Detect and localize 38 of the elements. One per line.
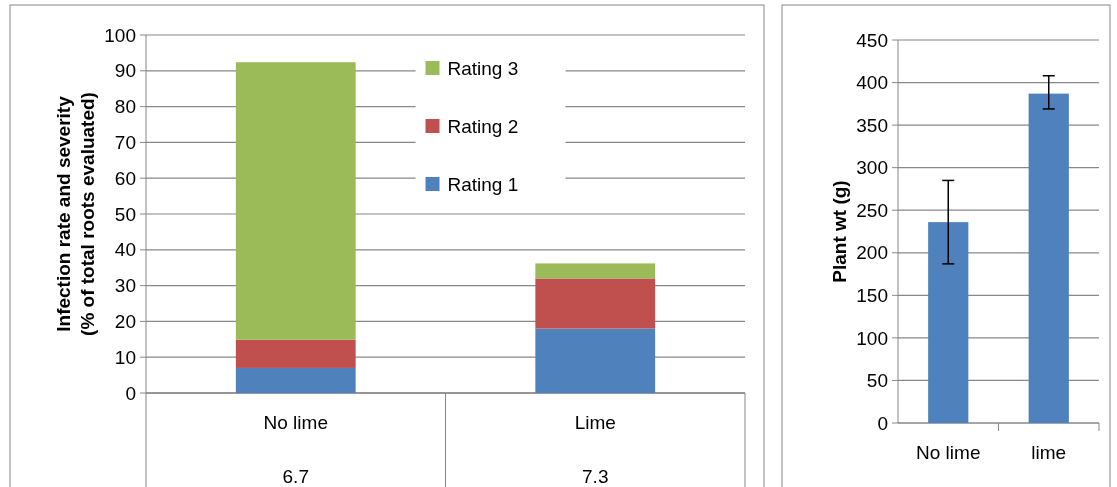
x-tick-label: lime: [1031, 442, 1067, 463]
y-tick-label: 0: [125, 382, 136, 404]
y-tick-label: 400: [856, 72, 888, 94]
legend-label: Rating 2: [447, 115, 519, 137]
x-tick-label: Lime: [574, 412, 616, 433]
bar: [235, 339, 356, 368]
y-tick-label: 300: [856, 157, 888, 179]
y-tick-label: 100: [856, 327, 888, 349]
legend-label: Rating 1: [447, 173, 519, 195]
bar: [535, 263, 656, 279]
y-tick-label: 60: [114, 167, 136, 189]
y-tick-label: 40: [114, 239, 136, 261]
y-tick-label: 150: [856, 284, 888, 306]
x-tick-label: No lime: [916, 442, 981, 463]
y-tick-label: 350: [856, 114, 888, 136]
y-tick-label: 90: [114, 60, 136, 82]
bar: [535, 328, 656, 393]
x-tick-label: No lime: [263, 412, 328, 433]
y-axis-title: Infection rate and severity (% of total roots evaluated): [53, 92, 98, 336]
y-tick-label: 250: [856, 199, 888, 221]
y-tick-label: 450: [856, 29, 888, 51]
y-axis-title: Plant wt (g): [829, 180, 850, 283]
text: 7.3: [582, 466, 609, 487]
bar: [235, 62, 356, 340]
text: 6.7: [282, 466, 309, 487]
y-tick-label: 50: [114, 203, 136, 225]
y-tick-label: 100: [104, 24, 136, 46]
y-tick-label: 20: [114, 311, 136, 333]
legend-label: Rating 3: [447, 57, 519, 79]
y-tick-label: 50: [866, 370, 888, 392]
y-tick-label: 200: [856, 242, 888, 264]
bar: [535, 278, 656, 329]
y-tick-label: 70: [114, 132, 136, 154]
y-tick-label: 10: [114, 346, 136, 368]
bar: [235, 367, 356, 393]
y-tick-label: 80: [114, 96, 136, 118]
y-tick-label: 30: [114, 275, 136, 297]
y-tick-label: 0: [877, 412, 888, 434]
